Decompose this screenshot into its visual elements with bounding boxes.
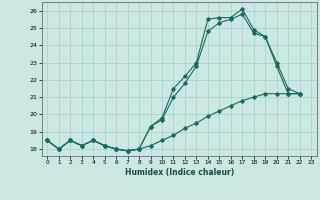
X-axis label: Humidex (Indice chaleur): Humidex (Indice chaleur)	[124, 168, 234, 177]
